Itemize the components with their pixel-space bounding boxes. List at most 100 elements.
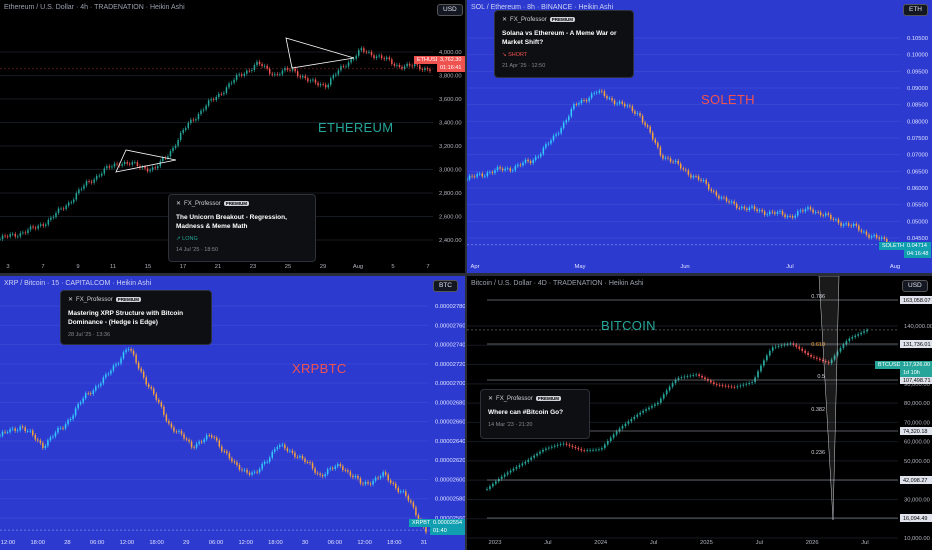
candle-body [795,344,798,347]
btc-idea-card[interactable]: ✕ FX_Professor PREMIUM Where can #Bitcoin … [480,389,590,439]
candle-body [748,207,751,211]
premium-badge: PREMIUM [535,396,561,401]
candle-body [107,373,110,375]
candle-body [627,421,630,424]
candle-body [836,351,839,356]
candle-body [674,379,677,384]
candle-body [309,462,311,464]
candle-body [712,382,715,384]
candle-body [735,203,738,209]
sol-chart-panel[interactable]: 0.10500 0.10000 0.09500 0.09000 0.08500 0.080… [467,0,932,273]
candle-body [728,201,730,203]
candle-body [72,415,74,419]
x-tick-label: 7 [41,264,44,270]
candle-body [504,168,506,171]
candle-body [521,463,524,466]
candle-body [384,472,387,475]
candle-body [19,233,22,237]
candle-body [117,363,120,365]
candle-body [636,113,639,114]
candle-body [664,157,667,159]
xrp-chart-panel[interactable]: 0.00002780 0.00002760 0.00002740 0.00002720… [0,276,465,550]
candle-body [819,212,822,216]
candle-body [97,385,100,387]
candle-body [256,61,258,66]
candle-body [220,93,223,95]
candle-body [92,390,95,395]
candle-body [364,481,367,485]
idea-date: 21 Apr '25 · 12:50 [502,63,546,69]
candle-body [246,469,248,473]
candle-body [155,393,158,400]
sol-idea-card[interactable]: ✕ FX_Professor PREMIUM Solana vs Ethereum … [494,10,634,78]
candle-body [327,84,329,88]
candle-body [127,349,130,350]
candle-body [674,160,677,162]
candle-body [178,430,180,432]
btc-currency-button[interactable]: USD [902,280,928,292]
candle-body [839,347,842,352]
candle-body [612,434,615,438]
candle-body [509,168,512,171]
candle-body [34,434,37,440]
candle-body [9,234,11,237]
candle-body [738,208,741,209]
candle-body [690,174,692,178]
candle-body [83,185,85,189]
candle-body [545,144,547,148]
candle-body [753,206,756,210]
candle-body [106,166,108,169]
candle-body [241,469,243,471]
candle-body [332,75,335,79]
candle-body [724,385,727,387]
candle-body [379,476,382,478]
candle-body [362,483,364,485]
xrp-idea-card[interactable]: ✕ FX_Professor PREMIUM Mastering XRP Struc… [60,290,212,345]
candle-body [677,160,679,164]
eth-chart-panel[interactable]: 4,000.00 3,800.00 3,600.00 3,400.00 3,200.00… [0,0,465,273]
candle-body [306,462,309,463]
candle-body [816,357,818,359]
x-tick-label: 31 [421,540,427,546]
candle-body [256,471,258,473]
idea-date: 28 Jul '25 · 13:36 [68,332,111,338]
candle-body [727,386,730,387]
candle-body [766,214,768,216]
candle-body [368,51,370,53]
candle-body [397,487,400,492]
candle-body [135,354,137,363]
candle-body [644,122,646,126]
candle-body [683,376,686,378]
candle-body [603,444,606,449]
y-tick-label: 70,000.00 [904,420,930,426]
eth-idea-card[interactable]: ✕ FX_Professor PREMIUM The Unicorn Breakou… [168,194,316,262]
candle-body [651,132,654,140]
btc-chart-panel[interactable]: 140,000.00120,000.00100,000.0090,000.008… [467,276,932,550]
candle-body [769,211,771,215]
candle-body [672,161,674,163]
candle-body [593,92,595,94]
candle-body [713,191,715,192]
candle-body [406,63,408,67]
y-tick-label: 0.00002780 [435,304,465,310]
candle-body [799,210,802,212]
candle-body [334,466,337,469]
candle-body [198,441,200,444]
candle-body [388,57,391,60]
candle-body [32,430,34,435]
xrp-currency-button[interactable]: BTC [433,280,458,292]
eth-currency-button[interactable]: USD [437,4,463,16]
btc-big-label: BITCOIN [601,318,656,333]
candle-body [60,208,62,210]
candle-body [679,163,682,169]
candle-body [801,348,804,351]
candle-body [126,162,128,164]
candle-body [574,446,577,449]
candle-body [880,237,883,239]
candle-body [177,139,179,146]
candle-body [299,76,301,78]
sol-currency-button[interactable]: ETH [903,4,928,16]
candle-body [623,103,626,107]
candle-body [158,399,160,403]
candle-body [248,472,251,475]
